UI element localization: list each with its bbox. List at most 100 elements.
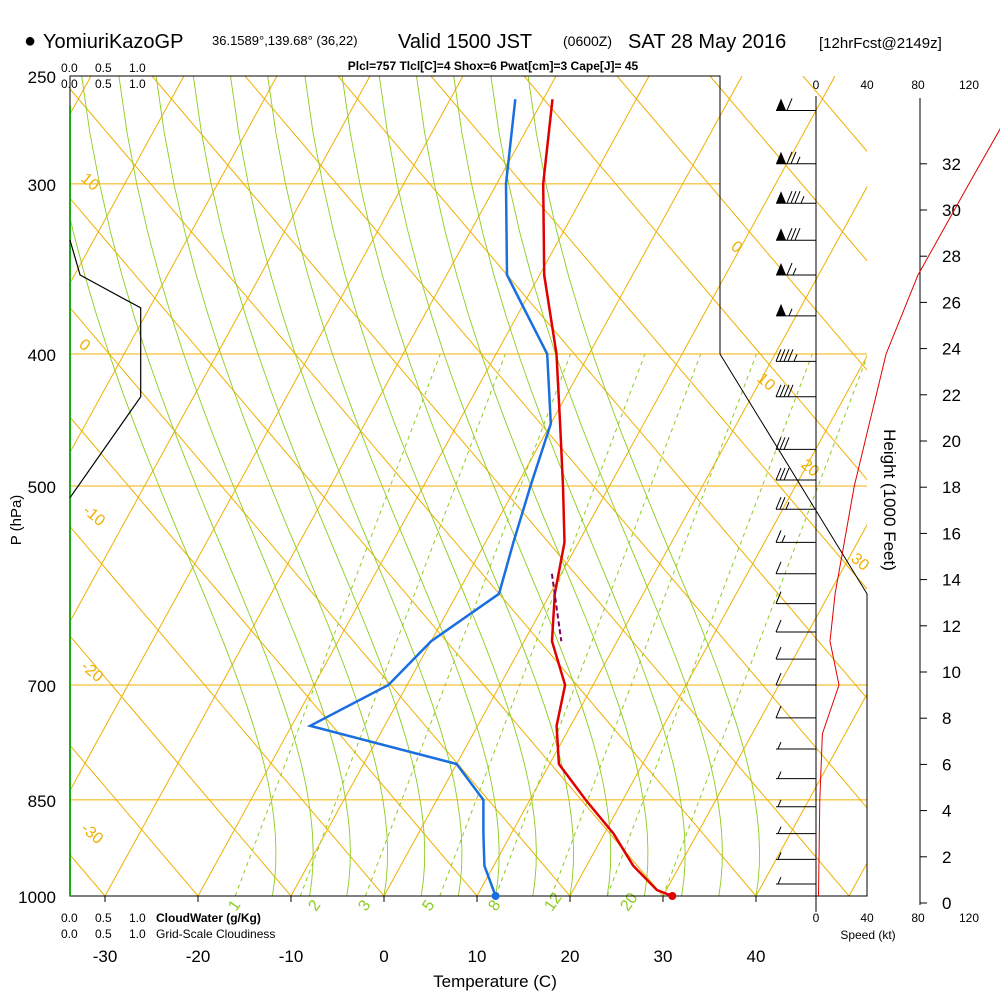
dry-adiabat-label: 20 [797, 456, 822, 481]
wind-barb-pennant [776, 151, 786, 164]
wind-barb [776, 262, 816, 276]
wind-barb [776, 876, 816, 885]
speed-scale-bottom: 0 40 80 120 Speed (kt) [813, 911, 980, 942]
temperature-tick-label: -20 [186, 947, 211, 966]
speed-scale-top: 0 40 80 120 [813, 78, 980, 92]
mixing-ratio-label: 12 [541, 890, 565, 914]
wind-barb [775, 705, 816, 719]
surface-temperature-point [668, 892, 677, 900]
mixing-ratio-line [495, 353, 702, 896]
wind-barb-feather [790, 191, 797, 204]
wind-barb [776, 191, 816, 204]
mixing-ratio-line [299, 353, 506, 896]
wind-barb-feather [775, 384, 782, 397]
sounding-series [69, 99, 1000, 900]
mixing-ratio-line [439, 353, 646, 896]
temperature-tick-label: 30 [654, 947, 673, 966]
pressure-tick-label: 850 [28, 792, 56, 811]
cloudwater-tick: 1.0 [129, 911, 146, 925]
cloudwater-scale-bottom: 0.0 0.5 1.0 CloudWater (g/Kg) [61, 911, 261, 925]
wind-barb-half-feather [781, 535, 786, 543]
cloudiness-tick: 0.5 [95, 77, 112, 91]
wind-barb-feather [775, 530, 782, 543]
moist-adiabat-curve [267, 76, 500, 896]
wind-barb-feather [786, 191, 793, 204]
temperature-line [541, 99, 673, 898]
height-tick-label: 20 [942, 432, 961, 451]
speed-tick: 0 [813, 911, 820, 925]
cloudwater-tick: 0.0 [61, 911, 78, 925]
wind-barb-pennant [776, 228, 786, 241]
wind-barb-feather [775, 619, 782, 633]
moist-adiabat-curve [527, 76, 760, 896]
height-tick-label: 16 [942, 524, 961, 543]
wind-barb-half-feather [777, 876, 782, 885]
moist-adiabat-curve [490, 76, 723, 896]
mixing-ratio-line [364, 353, 571, 896]
cloudiness-tick: 0.5 [95, 927, 112, 941]
moist-adiabat-curve [192, 76, 426, 896]
wind-barb-feather [775, 467, 782, 481]
height-tick-label: 32 [942, 155, 961, 174]
wind-barb [775, 672, 816, 686]
dewpoint-line [306, 99, 553, 897]
dry-adiabat-line [709, 76, 867, 262]
speed-tick: 120 [959, 911, 979, 925]
parcel-path [550, 573, 563, 642]
mixing-ratio-label: 3 [355, 897, 374, 914]
wind-barb-feather [786, 262, 793, 276]
zulu-time: (0600Z) [563, 33, 612, 49]
wind-barb [775, 437, 816, 450]
wind-barb [776, 228, 816, 241]
wind-barb-feather [775, 437, 782, 450]
wind-barb [776, 741, 816, 750]
wind-barb-half-feather [796, 156, 801, 164]
mixing-ratio-line [606, 353, 813, 896]
height-tick-label: 28 [942, 247, 961, 266]
wind-barb-half-feather [777, 799, 782, 807]
wind-barb-pennant [776, 191, 786, 204]
y-axis-title: P (hPa) [8, 495, 25, 546]
dry-adiabat-label: 10 [753, 370, 778, 395]
height-tick-label: 0 [942, 894, 951, 913]
wind-barb [776, 303, 816, 317]
height-tick-label: 24 [942, 340, 961, 359]
header-bullet: ● [24, 30, 36, 52]
mixing-ratio-line [234, 353, 441, 896]
speed-axis-label: Speed (kt) [840, 928, 895, 942]
moist-adiabat-curve [453, 76, 686, 896]
dry-adiabat-line [70, 744, 199, 896]
height-tick-label: 4 [942, 802, 951, 821]
moist-adiabat-curve [70, 215, 277, 896]
temperature-tick-label: -10 [279, 947, 304, 966]
cloudiness-tick: 0.0 [61, 927, 78, 941]
moist-adiabat-curve [118, 76, 351, 896]
cloudiness-line [69, 240, 142, 499]
wind-barb [775, 619, 816, 633]
dry-adiabat-line [0, 76, 12, 896]
height-tick-label: 6 [942, 755, 951, 774]
wind-barb [775, 561, 816, 575]
cloudwater-tick: 1.0 [129, 61, 146, 75]
wind-barb-half-feather [793, 354, 798, 362]
wind-barb-feather [790, 151, 797, 164]
wind-barb [775, 497, 816, 510]
wind-barb [775, 646, 816, 660]
wind-barb-pennant [776, 303, 786, 316]
wind-barb-half-feather [792, 267, 797, 276]
wind-barb-feather [775, 349, 782, 362]
wind-barb [775, 591, 816, 605]
wind-barb-half-feather [785, 502, 790, 510]
mixing-ratio-label: 2 [305, 897, 324, 914]
moist-adiabat-curve [81, 76, 314, 896]
x-axis-title: Temperature (C) [433, 972, 557, 991]
speed-tick: 40 [860, 911, 874, 925]
wind-speed-line [818, 128, 1000, 897]
wind-barb-pennant [776, 98, 786, 111]
valid-date: SAT 28 May 2016 [628, 31, 786, 53]
pressure-tick-label: 1000 [18, 888, 56, 907]
speed-tick: 80 [911, 78, 925, 92]
dry-adiabat-line [70, 635, 292, 896]
wind-barb-feather [783, 349, 790, 362]
